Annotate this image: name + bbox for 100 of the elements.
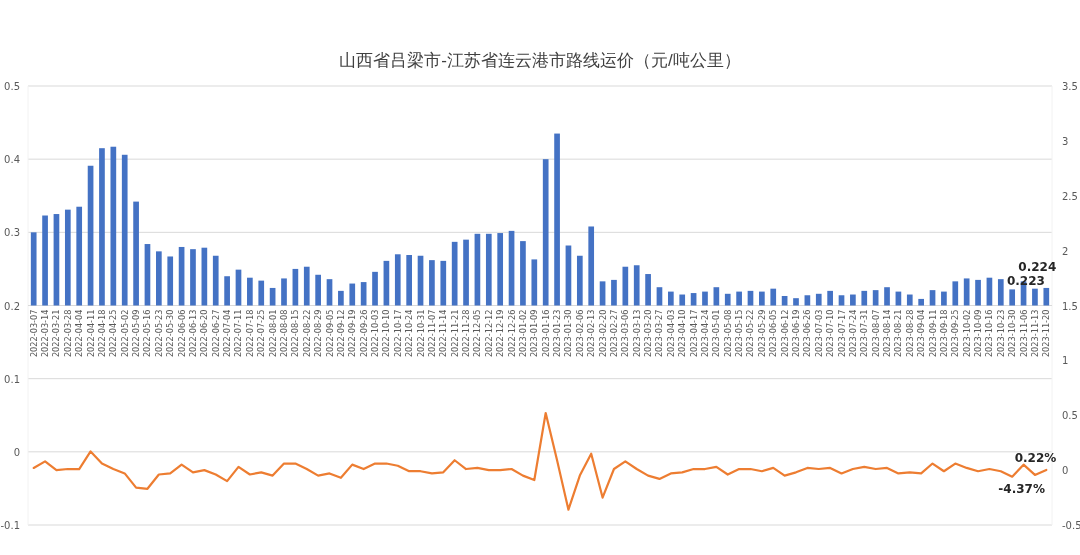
x-tick-label: 2023-04-10 — [677, 309, 688, 358]
x-tick-label: 2022-07-18 — [244, 309, 255, 358]
x-tick-label: 2022-04-11 — [85, 309, 96, 358]
x-tick-label: 2022-04-04 — [74, 309, 85, 358]
x-tick-label: 2023-08-28 — [904, 309, 915, 358]
bar — [99, 148, 105, 306]
x-tick-label: 2023-07-03 — [813, 309, 824, 358]
x-tick-label: 2022-06-20 — [199, 309, 210, 358]
bar — [576, 255, 583, 306]
x-tick-label: 2022-12-05 — [472, 309, 483, 358]
bar — [64, 209, 71, 306]
bar — [133, 201, 139, 306]
x-tick-label: 2022-10-31 — [415, 309, 426, 358]
x-tick-label: 2022-08-15 — [290, 309, 301, 358]
x-tick-label: 2023-01-23 — [552, 309, 563, 358]
x-tick-label: 2023-09-04 — [916, 309, 927, 358]
bar — [520, 241, 526, 306]
bar — [759, 291, 765, 306]
x-tick-label: 2022-03-21 — [51, 309, 62, 358]
x-tick-label: 2023-09-11 — [927, 309, 938, 358]
data-label: 0.22% — [1014, 450, 1057, 465]
x-tick-label: 2023-05-22 — [745, 309, 756, 358]
y2-tick-label: 3 — [1062, 135, 1069, 147]
bar — [30, 232, 37, 306]
bar — [827, 290, 833, 306]
x-tick-label: 2023-09-18 — [938, 309, 949, 358]
x-tick-label: 2023-08-14 — [882, 309, 893, 358]
x-tick-label: 2022-05-16 — [142, 309, 153, 358]
x-tick-label: 2023-05-29 — [756, 309, 767, 358]
bar — [850, 294, 856, 306]
x-tick-label: 2022-11-28 — [461, 309, 472, 358]
bar — [770, 288, 777, 306]
x-tick-label: 2023-11-13 — [1029, 309, 1040, 358]
x-tick-label: 2023-08-07 — [870, 309, 881, 358]
bar — [110, 146, 117, 306]
x-tick-label: 2022-11-07 — [426, 309, 437, 358]
bar — [121, 154, 128, 306]
bar — [736, 291, 742, 306]
bar — [542, 159, 549, 306]
x-tick-label: 2022-11-14 — [438, 309, 449, 358]
x-tick-label: 2023-01-02 — [517, 309, 528, 358]
x-tick-label: 2023-02-13 — [586, 309, 597, 358]
bar — [315, 274, 321, 306]
x-tick-label: 2023-02-27 — [608, 309, 619, 358]
x-tick-label: 2022-09-12 — [335, 309, 346, 358]
bar — [429, 260, 435, 306]
bar — [303, 266, 310, 306]
bar — [326, 279, 333, 306]
bar — [633, 265, 640, 306]
x-tick-label: 2023-07-17 — [836, 309, 847, 358]
x-tick-label: 2022-05-09 — [131, 309, 142, 358]
x-tick-label: 2023-05-08 — [722, 309, 733, 358]
bar — [1009, 289, 1016, 306]
bar — [394, 254, 401, 306]
x-tick-label: 2023-11-06 — [1018, 309, 1029, 358]
y2-tick-label: 1.5 — [1062, 300, 1078, 312]
bar — [269, 287, 276, 306]
x-tick-label: 2023-04-17 — [688, 309, 699, 358]
x-tick-label: 2022-10-24 — [404, 309, 415, 358]
bar — [656, 287, 663, 306]
bar — [781, 295, 788, 306]
x-tick-label: 2022-12-19 — [495, 309, 506, 358]
bar — [918, 298, 924, 306]
x-tick-label: 2023-01-16 — [540, 309, 551, 358]
x-tick-label: 2022-05-23 — [153, 309, 164, 358]
x-tick-label: 2023-07-31 — [859, 309, 870, 358]
bar — [690, 293, 697, 306]
bar — [156, 251, 162, 306]
x-tick-label: 2023-08-21 — [893, 309, 904, 358]
bar — [963, 278, 970, 306]
bar — [349, 283, 356, 306]
x-tick-label: 2023-04-24 — [699, 309, 710, 358]
x-tick-label: 2023-01-09 — [529, 309, 540, 358]
x-tick-label: 2023-01-30 — [563, 309, 574, 358]
y-tick-label: 0.4 — [4, 154, 20, 166]
x-tick-label: 2022-10-17 — [392, 309, 403, 358]
bar — [76, 206, 83, 306]
x-tick-label: 2022-05-30 — [165, 309, 176, 358]
y2-tick-label: 1 — [1062, 355, 1069, 367]
bar — [815, 293, 822, 306]
bar — [281, 278, 287, 306]
bar — [679, 294, 686, 306]
y-tick-label: 0.2 — [4, 300, 20, 312]
y2-tick-label: 0 — [1062, 465, 1069, 477]
bar — [167, 256, 174, 306]
x-tick-label: 2022-09-19 — [347, 309, 358, 358]
y2-tick-label: 0.5 — [1062, 410, 1078, 422]
x-tick-label: 2022-07-04 — [222, 309, 233, 358]
x-tick-label: 2023-05-15 — [734, 309, 745, 358]
x-tick-label: 2023-10-23 — [995, 309, 1006, 358]
x-tick-label: 2022-08-08 — [279, 309, 289, 358]
bar — [861, 290, 868, 306]
bar — [588, 226, 595, 306]
bar — [713, 287, 720, 306]
y-tick-label: 0.1 — [4, 373, 20, 385]
x-tick-label: 2022-05-02 — [119, 309, 130, 358]
x-tick-label: 2022-12-26 — [506, 309, 517, 358]
x-tick-label: 2023-03-06 — [620, 309, 631, 358]
bar — [611, 279, 617, 306]
data-label: 0.224 — [1018, 259, 1057, 274]
